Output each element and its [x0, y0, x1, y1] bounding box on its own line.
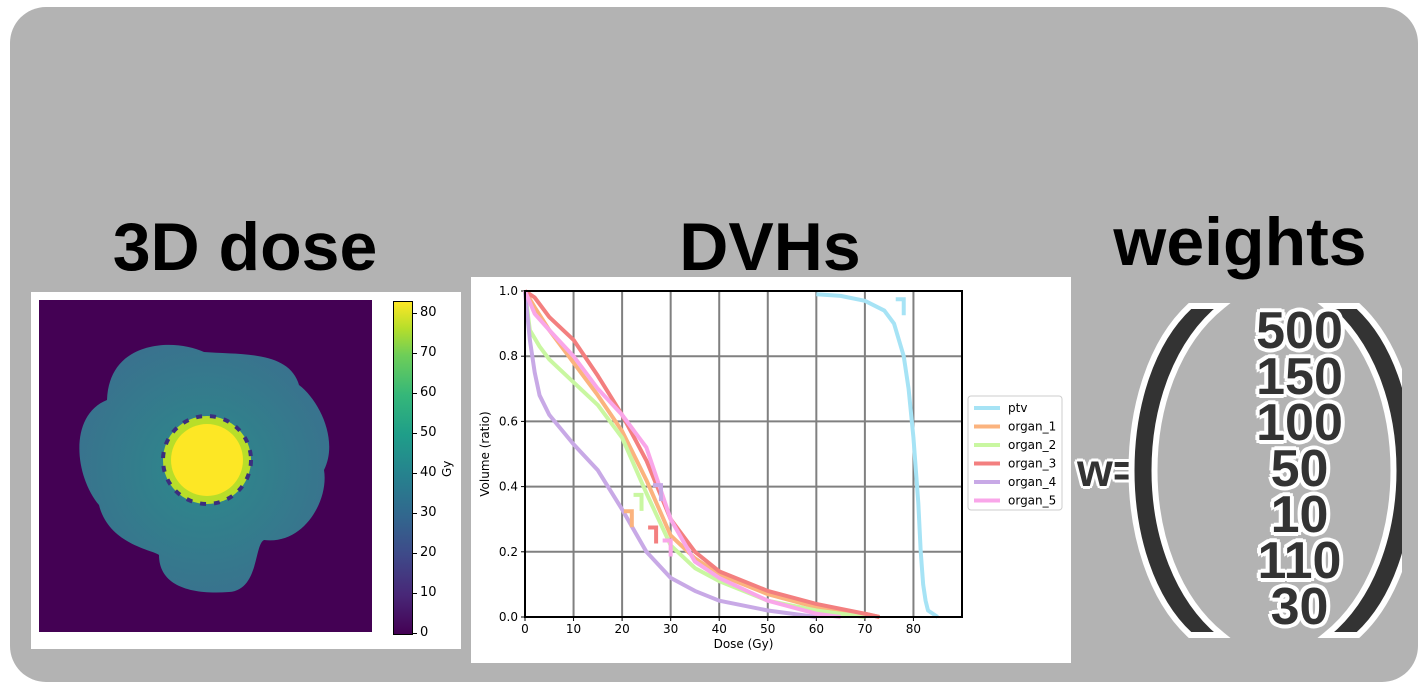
colorbar-tick-label: 70: [420, 345, 437, 360]
weight-value: 500: [1256, 302, 1343, 360]
colorbar-tick-mark: [412, 313, 417, 314]
dose-map-image: [39, 300, 372, 632]
colorbar-tick-label: 10: [420, 585, 437, 600]
colorbar-tick-label: 40: [420, 465, 437, 480]
x-tick-label: 0: [521, 622, 529, 636]
colorbar-tick-mark: [412, 593, 417, 594]
y-tick-label: 1.0: [499, 284, 518, 298]
y-axis-label: Volume (ratio): [478, 411, 492, 496]
dose-title: 3D dose: [112, 209, 378, 285]
dose-map-svg: [79, 344, 330, 593]
weight-value: 10: [1270, 486, 1329, 544]
colorbar-label: Gy: [440, 460, 454, 477]
left-bracket: [1128, 303, 1231, 638]
series-line-ptv: [816, 292, 939, 619]
series-line-organ_5: [523, 290, 841, 619]
constraint-marker-organ_2: [633, 492, 644, 511]
constraint-marker-organ_1: [623, 509, 634, 528]
right-bracket: [1317, 303, 1402, 638]
dvh-title: DVHs: [679, 209, 861, 285]
y-tick-label: 0.4: [499, 480, 518, 494]
x-tick-label: 60: [809, 622, 824, 636]
x-tick-label: 50: [760, 622, 775, 636]
weight-value: 100: [1256, 394, 1343, 452]
constraint-marker-organ_3: [648, 525, 659, 544]
legend-label: organ_1: [1008, 420, 1056, 434]
colorbar-tick-mark: [412, 473, 417, 474]
plot-frame: [524, 290, 963, 618]
dose-map-card: 0 10 20 30 40 50 60 70 80 Gy: [31, 292, 461, 649]
colorbar-tick-label: 60: [420, 385, 437, 400]
legend-label: ptv: [1008, 401, 1027, 415]
colorbar: [393, 301, 413, 635]
series-line-organ_2: [523, 290, 866, 619]
colorbar-tick-mark: [412, 393, 417, 394]
x-tick-label: 30: [663, 622, 678, 636]
weight-value: 50: [1270, 440, 1329, 498]
y-tick-label: 0.0: [499, 610, 518, 624]
constraint-marker-organ_5: [662, 538, 673, 557]
y-tick-label: 0.6: [499, 414, 518, 428]
flower-dose-region: [79, 344, 330, 593]
x-tick-label: 10: [566, 622, 581, 636]
colorbar-tick-label: 30: [420, 505, 437, 520]
constraint-marker-organ_4: [652, 483, 663, 502]
weight-value: 110: [1257, 532, 1342, 590]
legend-label: organ_5: [1008, 494, 1056, 508]
series-line-organ_3: [523, 289, 880, 619]
x-tick-label: 40: [712, 622, 727, 636]
legend-label: organ_3: [1008, 457, 1056, 471]
weight-value: 30: [1270, 578, 1329, 636]
y-tick-label: 0.2: [499, 545, 518, 559]
y-tick-label: 0.8: [499, 349, 518, 363]
x-tick-label: 70: [857, 622, 872, 636]
colorbar-tick-label: 50: [420, 425, 437, 440]
series-line-organ_4: [523, 290, 817, 619]
weights-list: 500 150 100 50 10 110 30: [1207, 302, 1392, 636]
colorbar-tick-mark: [412, 433, 417, 434]
x-axis-label: Dose (Gy): [714, 637, 774, 651]
bracket-pair: [1128, 303, 1402, 638]
colorbar-tick-mark: [412, 633, 417, 634]
x-tick-label: 20: [614, 622, 629, 636]
colorbar-tick-label: 0: [420, 625, 429, 640]
weight-value: 150: [1256, 348, 1343, 406]
colorbar-tick-label: 20: [420, 545, 437, 560]
legend-label: organ_2: [1008, 438, 1056, 452]
colorbar-tick-mark: [412, 513, 417, 514]
dvh-chart-card: 0 10 20 30 40 50 60 70 80 0.0 0.2 0.4 0.6 0.8 1.0 Dose …: [471, 277, 1071, 663]
x-tick-label: 80: [906, 622, 921, 636]
constraint-marker-ptv: [895, 297, 906, 316]
colorbar-tick-mark: [412, 353, 417, 354]
colorbar-tick-mark: [412, 553, 417, 554]
weights-vector: w= 500 150 100 50 10 110 30: [1072, 298, 1402, 643]
weights-title: weights: [1113, 204, 1367, 280]
legend-label: organ_4: [1008, 475, 1056, 489]
colorbar-tick-label: 80: [420, 305, 437, 320]
dvh-chart: 0 10 20 30 40 50 60 70 80 0.0 0.2 0.4 0.6 0.8 1.0 Dose …: [478, 284, 1063, 651]
